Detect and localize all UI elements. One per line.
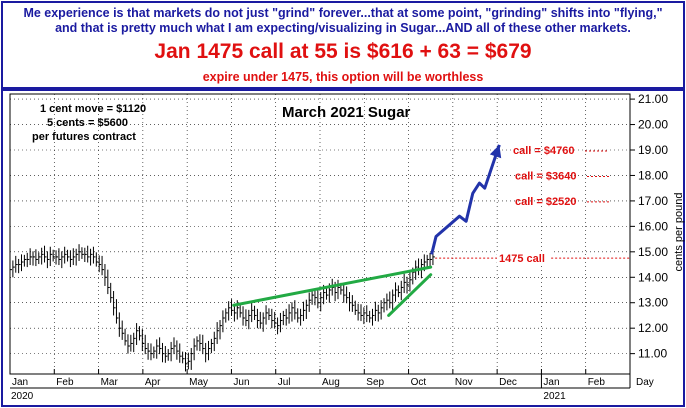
y-tick-label: 11.00 xyxy=(638,347,667,361)
chart-overlays: 1475 call call = $4760 call = $3640 call = … xyxy=(232,144,630,317)
x-tick-label: Nov xyxy=(455,377,473,388)
y-tick-label: 16.00 xyxy=(638,219,668,233)
x-tick-label: Jan xyxy=(12,377,28,388)
header-subline: expire under 1475, this option will be w… xyxy=(202,70,484,84)
call-target-label: call = $4760 xyxy=(513,145,574,157)
x-tick-label: Apr xyxy=(145,377,161,388)
info-line-1: 1 cent move = $1120 xyxy=(40,103,146,115)
price-bars xyxy=(9,244,435,372)
header-headline: Jan 1475 call at 55 is $616 + 63 = $679 xyxy=(154,40,532,63)
y-tick-label: 20.00 xyxy=(638,118,668,132)
call-target-label: call = $3640 xyxy=(515,170,576,182)
header-box xyxy=(1,1,685,89)
x-tick-label: May xyxy=(189,377,208,388)
strike-label-bg xyxy=(497,251,551,265)
year-label-2020: 2020 xyxy=(11,391,34,402)
x-tick-label: Jun xyxy=(233,377,249,388)
x-tick-label: Feb xyxy=(588,377,606,388)
chart-box xyxy=(1,89,685,407)
y-tick-label: 17.00 xyxy=(638,194,668,208)
x-tick-label: Aug xyxy=(322,377,340,388)
x-tick-label: Jul xyxy=(278,377,291,388)
header-line-2: and that is pretty much what I am expect… xyxy=(55,21,631,35)
x-tick-label: Oct xyxy=(411,377,427,388)
x-tick-label: Feb xyxy=(56,377,74,388)
strike-label: 1475 call xyxy=(499,253,545,265)
y-axis-label: cents per pound xyxy=(673,193,685,272)
lower-trendline xyxy=(387,273,433,317)
upper-trendline xyxy=(232,265,433,307)
y-tick-label: 19.00 xyxy=(638,143,668,157)
info-line-2: 5 cents = $5600 xyxy=(47,117,128,129)
header-line-1: Me experience is that markets do not jus… xyxy=(23,6,663,20)
x-tick-label: Dec xyxy=(499,377,517,388)
y-tick-label: 18.00 xyxy=(638,168,668,182)
y-axis: 11.00 12.00 13.00 14.00 15.00 16.00 17.00 18.00… xyxy=(630,92,668,361)
projection-line xyxy=(430,144,501,255)
x-tick-label: Mar xyxy=(101,377,119,388)
x-axis-extra-label: Day xyxy=(636,377,654,388)
info-line-3: per futures contract xyxy=(32,131,136,143)
projection-arrowhead xyxy=(489,144,502,159)
y-tick-label: 21.00 xyxy=(638,92,668,106)
y-tick-label: 13.00 xyxy=(638,296,668,310)
x-tick-label: Jan xyxy=(543,377,559,388)
call-target-label: call = $2520 xyxy=(515,196,576,208)
y-tick-label: 12.00 xyxy=(638,321,668,335)
year-label-2021: 2021 xyxy=(543,391,566,402)
x-axis: Jan Feb Mar Apr May Jun Jul Aug Sep Oct Nov Dec Jan F… xyxy=(9,369,654,402)
y-tick-label: 15.00 xyxy=(638,245,668,259)
y-tick-label: 14.00 xyxy=(638,270,668,284)
x-tick-label: Sep xyxy=(366,377,384,388)
chart-title: March 2021 Sugar xyxy=(282,104,411,121)
